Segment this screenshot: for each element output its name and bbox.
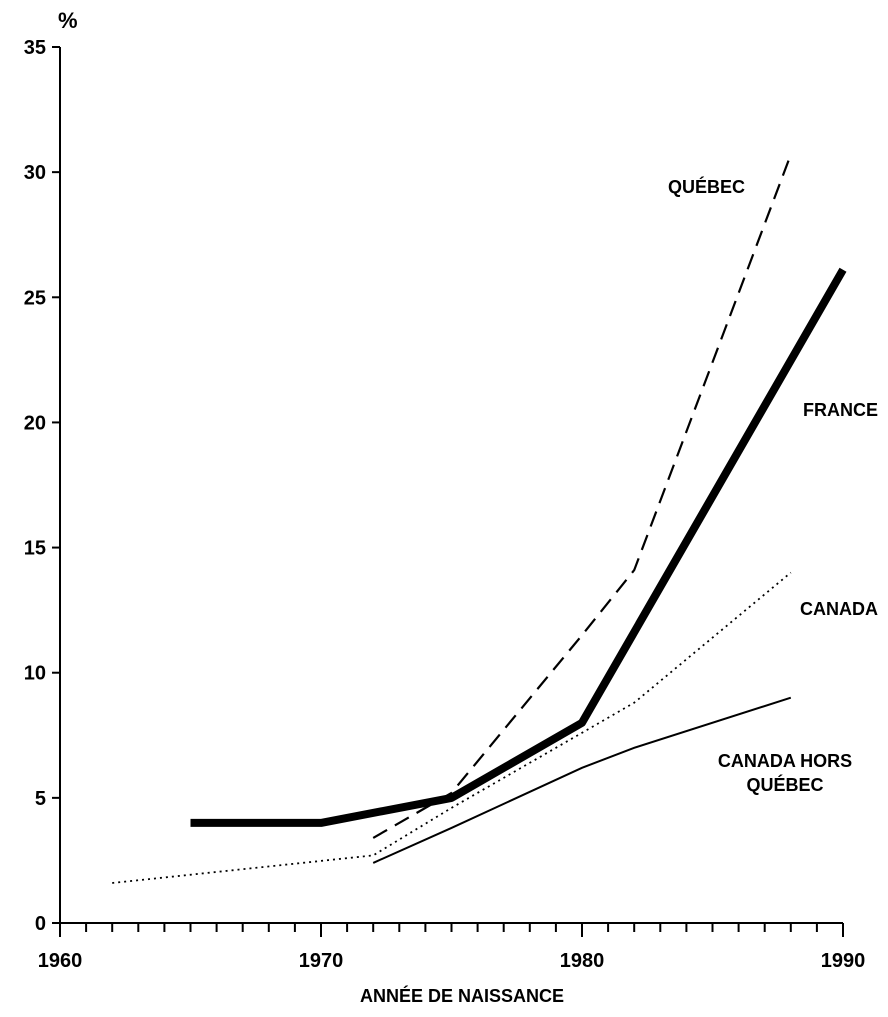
series-label-quebec: QUÉBEC [668, 176, 745, 197]
y-tick-label: 0 [35, 913, 46, 935]
series-label-canada-hors-quebec: CANADA HORS [718, 751, 852, 771]
x-axis-title: ANNÉE DE NAISSANCE [360, 985, 564, 1006]
series-line-canada [112, 571, 792, 884]
y-axis-ticks: 0 5 10 15 20 25 30 35 [24, 37, 60, 935]
y-tick-label: 35 [24, 37, 46, 59]
y-tick-label: 30 [24, 162, 46, 184]
x-axis-ticks: 1960 1970 1980 1990 [38, 923, 866, 972]
y-tick-label: 10 [24, 663, 46, 685]
x-tick-label: 1970 [299, 950, 344, 972]
x-tick-label: 1960 [38, 950, 83, 972]
series-lines [112, 154, 847, 884]
series-label-canada-hors-quebec: QUÉBEC [746, 774, 823, 795]
y-tick-label: 15 [24, 538, 46, 560]
y-tick-label: 5 [35, 788, 46, 810]
series-line-canada-hors-quebec [372, 696, 792, 864]
series-label-canada: CANADA [800, 599, 878, 619]
series-labels: QUÉBEC FRANCE CANADA CANADA HORS QUÉBEC [668, 176, 878, 795]
x-tick-label: 1980 [560, 950, 605, 972]
y-tick-label: 20 [24, 412, 46, 434]
series-line-france [190, 267, 847, 827]
series-label-france: FRANCE [803, 400, 878, 420]
series-line-quebec [372, 154, 792, 839]
y-tick-label: 25 [24, 287, 46, 309]
x-tick-label: 1990 [821, 950, 866, 972]
y-axis-unit-label: % [58, 8, 78, 33]
